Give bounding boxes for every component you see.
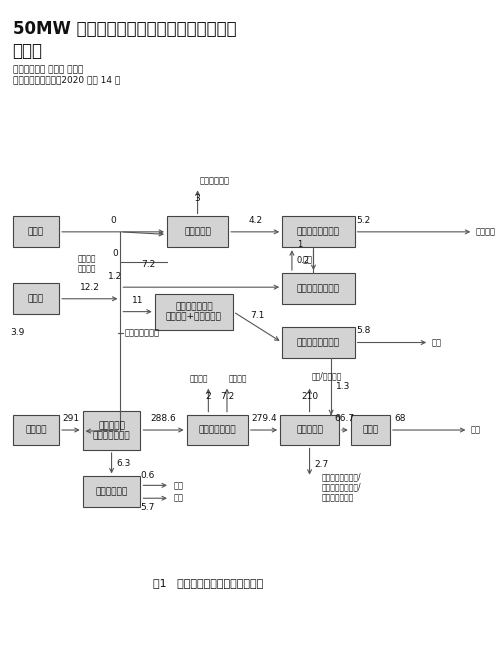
Text: 蒸发/风吹损失: 蒸发/风吹损失 [312, 371, 342, 380]
FancyBboxPatch shape [83, 411, 140, 450]
Text: 3: 3 [194, 194, 200, 203]
Text: 正反冲洗水回用: 正反冲洗水回用 [124, 328, 159, 337]
Text: 0.2: 0.2 [296, 256, 309, 265]
Text: 5.2: 5.2 [356, 215, 370, 225]
Text: 5.7: 5.7 [140, 504, 155, 512]
Text: 6.3: 6.3 [116, 459, 131, 468]
Text: 7.2: 7.2 [219, 392, 233, 401]
FancyBboxPatch shape [282, 273, 354, 304]
Text: 66.7: 66.7 [334, 414, 354, 423]
Text: 1.2: 1.2 [108, 273, 122, 282]
Text: 291: 291 [62, 414, 79, 423]
Text: 锅炉补给水系统
（活性炭+阴阳混床）: 锅炉补给水系统 （活性炭+阴阳混床） [166, 302, 221, 321]
Text: 锅炉汽水循环系统: 锅炉汽水循环系统 [296, 338, 339, 347]
Text: 艺路线: 艺路线 [13, 42, 43, 60]
FancyBboxPatch shape [13, 284, 59, 314]
Text: 50MW 生物质发电机组废水零排放技术与工: 50MW 生物质发电机组废水零排放技术与工 [13, 19, 236, 38]
Text: 污泥脱水系统: 污泥脱水系统 [95, 487, 127, 496]
FancyBboxPatch shape [154, 293, 232, 330]
Text: 生活水系统: 生活水系统 [184, 227, 210, 236]
Text: 1.3: 1.3 [335, 382, 350, 391]
Text: 作者：李定青 董岱盛 费万芳: 作者：李定青 董岱盛 费万芳 [13, 65, 83, 74]
Text: 279.4: 279.4 [250, 414, 276, 423]
Text: 2.7: 2.7 [314, 460, 328, 469]
Text: 损耗: 损耗 [431, 338, 441, 347]
Text: 定排扩容器冷却水/
冲洗锅炉管壁用水/
栈桥及冲洗用水: 定排扩容器冷却水/ 冲洗锅炉管壁用水/ 栈桥及冲洗用水 [321, 472, 361, 502]
Text: 0: 0 [110, 215, 116, 225]
FancyBboxPatch shape [280, 415, 338, 445]
FancyBboxPatch shape [83, 476, 140, 508]
Text: 厂区绿化: 厂区绿化 [475, 227, 494, 236]
Text: 来源：《机电信息》2020 年第 14 期: 来源：《机电信息》2020 年第 14 期 [13, 75, 120, 84]
Text: 7.2: 7.2 [141, 260, 156, 269]
Text: 12.2: 12.2 [80, 283, 100, 291]
Text: 0: 0 [112, 249, 118, 258]
Text: 消防用水: 消防用水 [189, 374, 207, 384]
Text: 循环水系统: 循环水系统 [296, 426, 322, 435]
Text: 0.6: 0.6 [140, 471, 155, 480]
Text: 1: 1 [296, 240, 302, 249]
Text: 溢流: 溢流 [173, 494, 183, 503]
Text: 工业消防水系统: 工业消防水系统 [198, 426, 235, 435]
FancyBboxPatch shape [167, 216, 228, 247]
Text: 288.6: 288.6 [150, 414, 176, 423]
Text: 缓冲池: 缓冲池 [362, 426, 378, 435]
Text: 7.1: 7.1 [250, 311, 264, 320]
FancyBboxPatch shape [13, 216, 59, 247]
FancyBboxPatch shape [350, 415, 389, 445]
Text: 深井水: 深井水 [28, 294, 44, 303]
FancyBboxPatch shape [282, 216, 354, 247]
Text: 损耗: 损耗 [173, 481, 183, 490]
Text: 损耗: 损耗 [302, 256, 312, 265]
FancyBboxPatch shape [186, 415, 247, 445]
FancyBboxPatch shape [13, 415, 59, 445]
Text: 生活用水损耗: 生活用水损耗 [199, 177, 229, 186]
Text: 生活污水处理系统: 生活污水处理系统 [296, 227, 339, 236]
Text: 外排: 外排 [470, 426, 480, 435]
Text: 工业消防
水泡来水: 工业消防 水泡来水 [78, 254, 96, 274]
Text: 西溪河水: 西溪河水 [25, 426, 47, 435]
Text: 5.8: 5.8 [356, 326, 370, 336]
Text: 图1   生物质电厂全厂水平衡示意图: 图1 生物质电厂全厂水平衡示意图 [153, 578, 263, 588]
Text: 11: 11 [132, 295, 143, 304]
Text: 2: 2 [205, 392, 211, 401]
Text: 生活用水: 生活用水 [228, 374, 246, 384]
Text: 4.2: 4.2 [247, 215, 262, 225]
Text: 含油污水处理系统: 含油污水处理系统 [296, 284, 339, 293]
Text: 原水预处理
系统（一体化）: 原水预处理 系统（一体化） [93, 421, 130, 441]
Text: 自来水: 自来水 [28, 227, 44, 236]
FancyBboxPatch shape [282, 327, 354, 358]
Text: 210: 210 [301, 392, 318, 401]
Text: 68: 68 [393, 414, 405, 423]
Text: 3.9: 3.9 [10, 328, 25, 337]
